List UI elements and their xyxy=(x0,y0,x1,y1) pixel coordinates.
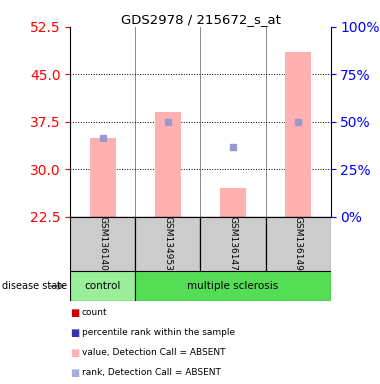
Text: control: control xyxy=(85,281,121,291)
Text: GSM136147: GSM136147 xyxy=(228,217,238,271)
Text: ■: ■ xyxy=(70,368,79,378)
Text: GSM136140: GSM136140 xyxy=(98,217,107,271)
Text: multiple sclerosis: multiple sclerosis xyxy=(187,281,279,291)
Text: ■: ■ xyxy=(70,348,79,358)
Text: rank, Detection Call = ABSENT: rank, Detection Call = ABSENT xyxy=(82,368,220,377)
Text: value, Detection Call = ABSENT: value, Detection Call = ABSENT xyxy=(82,348,225,358)
Bar xyxy=(70,217,135,271)
Bar xyxy=(135,271,331,301)
Bar xyxy=(90,138,116,217)
Title: GDS2978 / 215672_s_at: GDS2978 / 215672_s_at xyxy=(120,13,280,26)
Bar xyxy=(135,217,201,271)
Text: count: count xyxy=(82,308,107,318)
Bar xyxy=(266,217,331,271)
Bar xyxy=(155,113,181,217)
Text: ■: ■ xyxy=(70,328,79,338)
Bar xyxy=(70,271,135,301)
Bar xyxy=(220,189,246,217)
Text: GSM136149: GSM136149 xyxy=(294,217,302,271)
Bar xyxy=(201,217,266,271)
Text: disease state: disease state xyxy=(2,281,67,291)
Text: GSM134953: GSM134953 xyxy=(163,217,173,271)
Text: percentile rank within the sample: percentile rank within the sample xyxy=(82,328,235,338)
Text: ■: ■ xyxy=(70,308,79,318)
Bar xyxy=(285,52,311,217)
